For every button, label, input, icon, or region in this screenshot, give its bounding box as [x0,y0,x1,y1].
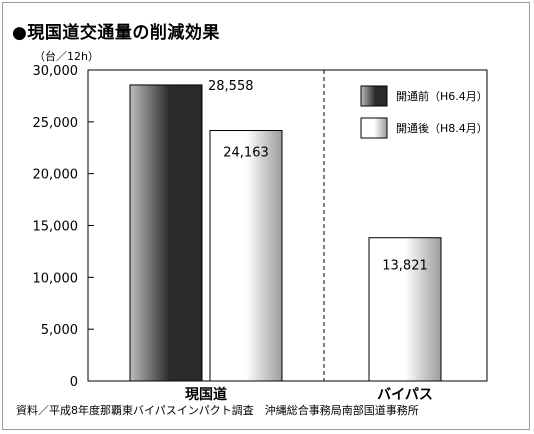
y-unit-label: （台／12h） [34,50,99,63]
y-tick-label: 15,000 [33,220,79,235]
bar-after [368,237,442,382]
chart-title: ●現国道交通量の削減効果 [12,23,220,43]
x-category-label: 現国道 [185,386,227,403]
y-tick-label: 0 [70,375,78,390]
data-label: 13,821 [382,259,428,274]
y-tick-label: 30,000 [33,64,79,79]
x-category-label: バイパス [377,387,433,403]
legend-label: 開通前（H6.4月） [396,89,488,103]
bar-before [129,84,203,382]
y-tick-label: 20,000 [33,168,79,183]
data-label: 24,163 [223,146,269,161]
y-tick-label: 10,000 [33,271,79,286]
legend: 開通前（H6.4月） 開通後（H8.4月） [360,85,488,139]
source-note: 資料／平成8年度那覇東バイパスインパクト調査 沖縄総合事務局南部国道事務所 [16,404,419,417]
legend-label: 開通後（H8.4月） [396,121,488,135]
data-label: 28,558 [208,79,254,94]
y-tick-label: 25,000 [33,116,79,131]
bar-after [209,130,283,382]
legend-swatch-after [360,117,388,139]
chart-frame [2,2,530,430]
y-tick-label: 5,000 [41,323,78,338]
legend-swatch-before [360,85,388,107]
